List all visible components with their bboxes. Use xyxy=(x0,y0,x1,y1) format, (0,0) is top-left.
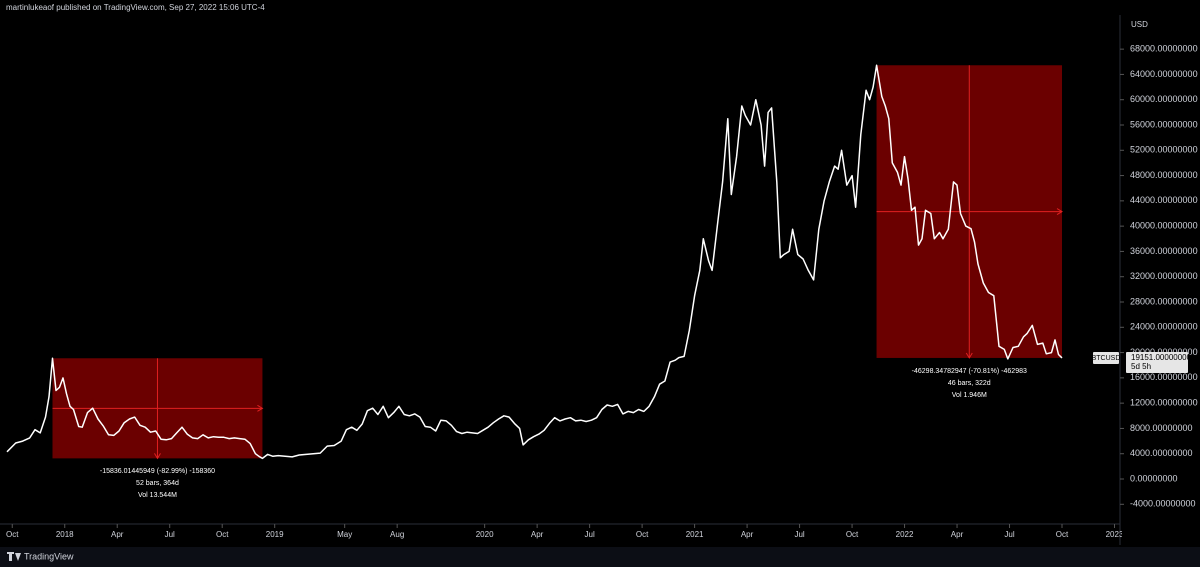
brand-logo xyxy=(7,552,21,561)
x-tick-label: Aug xyxy=(390,530,404,539)
measure-v-arrowhead xyxy=(965,352,973,359)
measure-vol: Vol 13.544M xyxy=(138,492,177,499)
y-tick-label: 52000.00000000 xyxy=(1130,145,1198,155)
y-tick-label: 48000.00000000 xyxy=(1130,170,1198,180)
x-tick-label: 2019 xyxy=(266,530,284,539)
plot-area: Oct 2018 Apr Jul Oct 2019 May Aug 2020 Apr Jul Oct 2… xyxy=(6,64,1124,539)
footer-bar xyxy=(0,547,1200,567)
y-tick-label: 16000.00000000 xyxy=(1130,372,1198,382)
x-tick-label: May xyxy=(337,530,352,539)
price-line xyxy=(6,64,1063,460)
measure-bars: 52 bars, 364d xyxy=(136,480,179,487)
measure-vol: Vol 1.946M xyxy=(952,392,987,399)
y-tick-label: 8000.00000000 xyxy=(1130,423,1193,433)
y-tick-label: 28000.00000000 xyxy=(1130,296,1198,306)
measure-v-arrowhead xyxy=(154,453,161,460)
y-tick-label: 64000.00000000 xyxy=(1130,69,1198,79)
measure-h-arrowhead xyxy=(1056,208,1063,216)
x-tick-label: Jul xyxy=(585,530,595,539)
measure-change: -15836.01445949 (-82.99%) -158360 xyxy=(100,468,215,475)
series-tag-bg xyxy=(1093,351,1119,364)
y-tick-label: 44000.00000000 xyxy=(1130,195,1198,205)
y-tick-label: 40000.00000000 xyxy=(1130,221,1198,231)
x-tick-label: Jul xyxy=(1004,530,1014,539)
countdown: 5d 5h xyxy=(1131,362,1151,371)
y-tick-label: 32000.00000000 xyxy=(1130,271,1198,281)
last-price-bg xyxy=(1126,351,1188,373)
measure-h-arrowhead xyxy=(257,404,264,412)
measure-change: -46298.34782947 (-70.81%) -462983 xyxy=(912,368,1027,375)
x-tick-label: 2023 xyxy=(1106,530,1124,539)
x-tick-label: Apr xyxy=(741,530,754,539)
x-tick-label: Oct xyxy=(6,530,19,539)
y-tick-label: 60000.00000000 xyxy=(1130,94,1198,104)
last-price: 19151.00000000 xyxy=(1131,353,1192,362)
brand: TradingView xyxy=(24,551,74,561)
y-tick-label: 68000.00000000 xyxy=(1130,44,1198,54)
x-tick-label: 2022 xyxy=(896,530,914,539)
measure-bars: 46 bars, 322d xyxy=(948,380,991,387)
x-tick-label: 2020 xyxy=(476,530,494,539)
y-tick-label: 24000.00000000 xyxy=(1130,322,1198,332)
x-tick-label: Apr xyxy=(111,530,124,539)
x-tick-label: Jul xyxy=(165,530,175,539)
axes: -4000.00000000 0.00000000 4000.00000000 800… xyxy=(1092,44,1198,509)
x-tick-label: Apr xyxy=(531,530,544,539)
y-tick-label: 4000.00000000 xyxy=(1130,448,1193,458)
x-tick-label: Jul xyxy=(794,530,804,539)
x-tick-label: 2018 xyxy=(56,530,74,539)
x-tick-label: Oct xyxy=(846,530,859,539)
x-tick-label: Apr xyxy=(951,530,964,539)
y-tick-label: 0.00000000 xyxy=(1130,473,1178,483)
y-tick-label: 12000.00000000 xyxy=(1130,398,1198,408)
x-tick-label: 2021 xyxy=(686,530,704,539)
x-tick-label: Oct xyxy=(636,530,649,539)
x-tick-label: Oct xyxy=(1056,530,1069,539)
x-tick-label: Oct xyxy=(216,530,229,539)
y-tick-label: -4000.00000000 xyxy=(1130,499,1196,509)
y-tick-label: 56000.00000000 xyxy=(1130,119,1198,129)
y-unit: USD xyxy=(1131,20,1148,29)
y-tick-label: 36000.00000000 xyxy=(1130,246,1198,256)
byline: martinlukeaof published on TradingView.c… xyxy=(6,3,265,12)
series-tag: BTCUSD xyxy=(1092,355,1121,362)
